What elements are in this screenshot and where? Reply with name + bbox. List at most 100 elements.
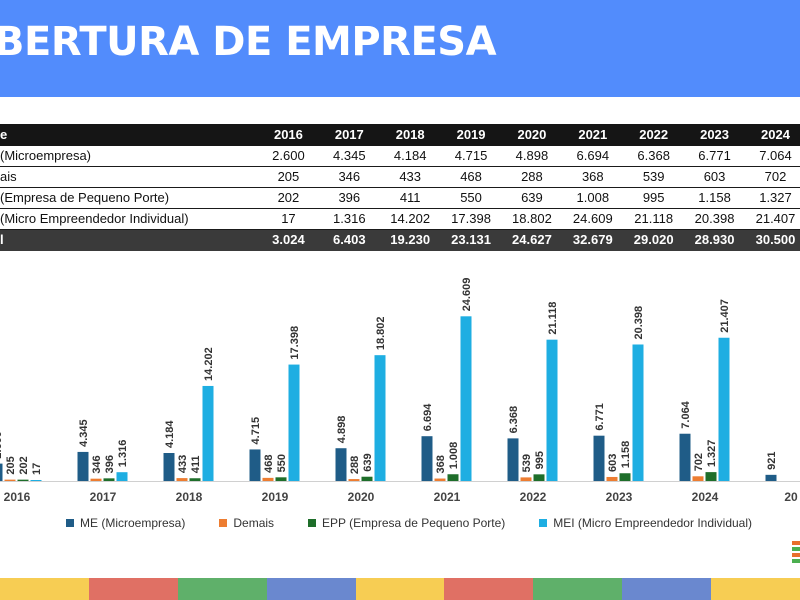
- logo-icon: [792, 541, 800, 567]
- x-tick-label-2022: 2022: [520, 490, 547, 504]
- data-label-2016-s1: 205: [5, 456, 17, 474]
- table-cell: 6.694: [562, 145, 624, 167]
- bar-2020-s1: [348, 479, 360, 481]
- table-cell: 23.131: [440, 229, 502, 251]
- table-cell: 4.715: [440, 145, 502, 167]
- data-label-20-s0: 921: [766, 451, 778, 469]
- data-label-2018-s0: 4.184: [164, 420, 176, 448]
- data-label-2022-s3: 21.118: [547, 302, 559, 335]
- data-label-2021-s1: 368: [435, 455, 447, 473]
- table-row-epp: (Empresa de Pequeno Porte) 202 396 411 5…: [0, 187, 800, 209]
- table-row-mei: (Micro Empreendedor Individual) 17 1.316…: [0, 208, 800, 230]
- x-tick-label-2016: 2016: [4, 490, 31, 504]
- legend-item-epp: EPP (Empresa de Pequeno Porte): [308, 516, 505, 530]
- bar-2023-s3: [632, 344, 644, 481]
- chart-legend: ME (Microempresa) Demais EPP (Empresa de…: [66, 514, 786, 532]
- table-cell: 539: [623, 166, 685, 188]
- x-tick-label-2023: 2023: [606, 490, 633, 504]
- bar-20-s0: [765, 474, 777, 481]
- table-cell: 2.600: [258, 145, 319, 167]
- data-label-2017-s1: 346: [91, 455, 103, 473]
- x-tick-label-2019: 2019: [262, 490, 289, 504]
- footer-segment: [266, 578, 356, 600]
- bar-2023-s1: [606, 476, 618, 481]
- year-header-2023: 2023: [684, 124, 745, 146]
- table-cell: 1.327: [745, 187, 800, 209]
- data-label-2020-s2: 639: [362, 453, 374, 471]
- table-cell: 19.230: [379, 229, 441, 251]
- footer-segment: [0, 578, 89, 600]
- table-cell: 202: [258, 187, 319, 209]
- data-label-2019-s0: 4.715: [250, 417, 262, 445]
- year-header-2021: 2021: [562, 124, 624, 146]
- data-table: e 2016 2017 2018 2019 2020 2021 2022 202…: [0, 124, 800, 251]
- year-header-2020: 2020: [501, 124, 563, 146]
- bar-2017-s1: [90, 478, 102, 481]
- footer-segment: [88, 578, 178, 600]
- table-cell: 368: [562, 166, 624, 188]
- bar-2022-s0: [507, 438, 519, 481]
- table-cell: 288: [501, 166, 563, 188]
- table-cell: 702: [745, 166, 800, 188]
- table-cell: 1.158: [684, 187, 745, 209]
- data-label-2020-s3: 18.802: [375, 317, 387, 351]
- row-label: ais: [0, 166, 258, 188]
- table-cell: 411: [379, 187, 441, 209]
- table-cell: 20.398: [684, 208, 745, 230]
- x-tick-label-20: 20: [784, 490, 798, 504]
- data-label-2023-s2: 1.158: [620, 441, 632, 469]
- year-header-2018: 2018: [379, 124, 441, 146]
- legend-label: EPP (Empresa de Pequeno Porte): [322, 516, 506, 530]
- table-cell: 3.024: [258, 229, 319, 251]
- data-label-2017-s2: 396: [104, 455, 116, 473]
- data-label-2021-s3: 24.609: [461, 278, 473, 312]
- legend-item-demais: Demais: [219, 516, 274, 530]
- data-label-2021-s0: 6.694: [422, 403, 434, 431]
- bar-2018-s0: [163, 452, 175, 481]
- bar-2024-s0: [679, 433, 691, 481]
- data-label-2024-s2: 1.327: [706, 440, 718, 468]
- row-label: (Empresa de Pequeno Porte): [0, 187, 258, 209]
- x-tick-label-2020: 2020: [348, 490, 375, 504]
- table-cell: 6.403: [318, 229, 380, 251]
- data-label-2023-s0: 6.771: [594, 403, 606, 431]
- footer-segment: [177, 578, 267, 600]
- bar-2018-s1: [176, 478, 188, 481]
- bar-2023-s0: [593, 435, 605, 481]
- logo-stripe: [792, 547, 800, 551]
- x-tick-label-2017: 2017: [90, 490, 117, 504]
- bar-2021-s1: [434, 478, 446, 481]
- data-label-2022-s1: 539: [521, 454, 533, 472]
- legend-label: ME (Microempresa): [80, 516, 186, 530]
- logo-stripe: [792, 553, 800, 557]
- table-cell: 21.118: [623, 208, 685, 230]
- table-cell: 4.898: [501, 145, 563, 167]
- table-cell: 1.316: [318, 208, 380, 230]
- legend-swatch: [539, 519, 548, 527]
- table-cell: 468: [440, 166, 502, 188]
- table-cell: 17: [258, 208, 319, 230]
- x-tick-label-2021: 2021: [434, 490, 461, 504]
- bar-2019-s2: [275, 477, 287, 481]
- bar-2022-s2: [533, 474, 545, 481]
- bar-2017-s2: [103, 478, 115, 481]
- bar-2018-s3: [202, 385, 214, 481]
- bar-2016-s2: [17, 479, 29, 481]
- bar-2020-s3: [374, 355, 386, 481]
- table-cell: 24.627: [501, 229, 563, 251]
- data-label-2016-s0: 2.600: [0, 431, 4, 459]
- row-label: (Microempresa): [0, 145, 258, 167]
- year-header-2017: 2017: [318, 124, 380, 146]
- table-cell: 4.184: [379, 145, 441, 167]
- bar-2016-s1: [4, 479, 16, 481]
- table-corner-cell: e: [0, 124, 258, 146]
- page-header: BERTURA DE EMPRESA: [0, 0, 800, 97]
- year-header-2019: 2019: [440, 124, 502, 146]
- bar-2016-s3: [30, 480, 42, 481]
- table-row-demais: ais 205 346 433 468 288 368 539 603 702: [0, 166, 800, 188]
- page-title: BERTURA DE EMPRESA: [0, 19, 497, 65]
- bar-2017-s3: [116, 472, 128, 481]
- data-label-2016-s3: 17: [31, 463, 43, 475]
- bar-2024-s3: [718, 337, 730, 481]
